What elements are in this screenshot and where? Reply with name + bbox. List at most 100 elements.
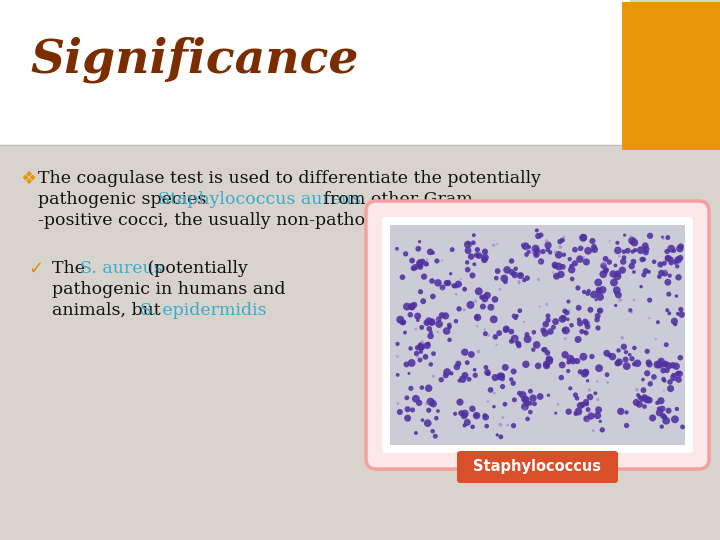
Point xyxy=(598,270,609,279)
Text: S. aureus: S. aureus xyxy=(80,260,163,277)
Bar xyxy=(0,0,630,145)
Point xyxy=(506,337,518,346)
Text: Significance: Significance xyxy=(30,37,359,83)
Point xyxy=(410,325,421,334)
Point xyxy=(480,363,492,372)
Point xyxy=(616,266,628,274)
Point xyxy=(526,248,538,256)
Point xyxy=(595,417,606,426)
Point xyxy=(544,248,556,256)
Point xyxy=(554,237,566,246)
Point xyxy=(660,340,672,349)
Point xyxy=(488,402,500,411)
Point xyxy=(675,254,686,262)
Point xyxy=(495,372,506,381)
Point xyxy=(453,280,464,288)
Point xyxy=(564,306,575,315)
Point xyxy=(615,407,626,416)
Point xyxy=(450,290,462,299)
Point xyxy=(441,279,452,287)
Point xyxy=(590,295,602,304)
Point xyxy=(557,361,568,369)
Point xyxy=(513,279,525,287)
Point xyxy=(431,256,443,265)
Point xyxy=(431,315,443,324)
Point xyxy=(656,422,667,431)
Point xyxy=(662,278,674,287)
Point xyxy=(461,415,472,423)
Point xyxy=(427,292,438,301)
Point xyxy=(538,326,549,335)
Point xyxy=(453,359,464,368)
Point xyxy=(462,418,473,427)
Bar xyxy=(622,2,720,150)
Point xyxy=(412,352,423,361)
Point xyxy=(662,253,673,262)
Point xyxy=(572,335,584,344)
Point xyxy=(499,400,510,409)
Point xyxy=(654,272,665,281)
Point xyxy=(581,415,593,423)
Point xyxy=(414,356,426,364)
Point xyxy=(557,262,569,271)
Point xyxy=(562,315,574,323)
Point xyxy=(638,271,649,279)
Point xyxy=(448,281,459,290)
Point xyxy=(665,377,676,386)
Point xyxy=(608,269,619,278)
Point xyxy=(670,320,681,328)
Point xyxy=(672,255,684,264)
Point xyxy=(659,269,670,278)
Point xyxy=(586,352,598,361)
Point xyxy=(629,360,640,368)
Point xyxy=(663,406,675,415)
Point xyxy=(402,405,413,414)
Point xyxy=(406,359,418,367)
Point xyxy=(650,335,662,343)
Point xyxy=(405,384,417,393)
Point xyxy=(665,245,677,253)
Point xyxy=(523,247,534,256)
Point xyxy=(662,233,674,242)
Point xyxy=(657,404,668,413)
Point xyxy=(667,361,678,369)
Point xyxy=(548,323,559,332)
Point xyxy=(406,256,418,265)
Point xyxy=(468,231,480,240)
Point xyxy=(576,327,588,336)
Point xyxy=(628,268,639,276)
Point xyxy=(551,272,562,281)
Point xyxy=(558,326,570,334)
Point xyxy=(472,322,483,330)
Point xyxy=(394,408,405,416)
Point xyxy=(654,408,665,417)
Point xyxy=(624,350,636,359)
Point xyxy=(508,379,519,388)
Point xyxy=(410,394,422,403)
Point xyxy=(415,347,427,356)
Point xyxy=(654,260,666,269)
Point xyxy=(392,340,403,348)
Point xyxy=(437,283,449,292)
Point xyxy=(444,247,456,255)
Point xyxy=(655,396,667,405)
Point xyxy=(635,282,647,291)
Point xyxy=(410,263,421,272)
Point xyxy=(613,252,625,260)
Point xyxy=(607,352,618,361)
Point xyxy=(490,274,502,282)
Point xyxy=(406,302,418,311)
Point xyxy=(632,391,644,400)
Point xyxy=(469,297,481,306)
Point xyxy=(675,242,686,251)
Point xyxy=(521,399,533,408)
Point xyxy=(430,432,441,441)
Point xyxy=(644,360,655,369)
Point xyxy=(581,319,593,328)
Point xyxy=(626,262,637,271)
Point xyxy=(457,375,469,383)
Point xyxy=(444,321,455,329)
Point xyxy=(621,408,632,417)
Point xyxy=(573,303,585,312)
Point xyxy=(539,346,551,354)
